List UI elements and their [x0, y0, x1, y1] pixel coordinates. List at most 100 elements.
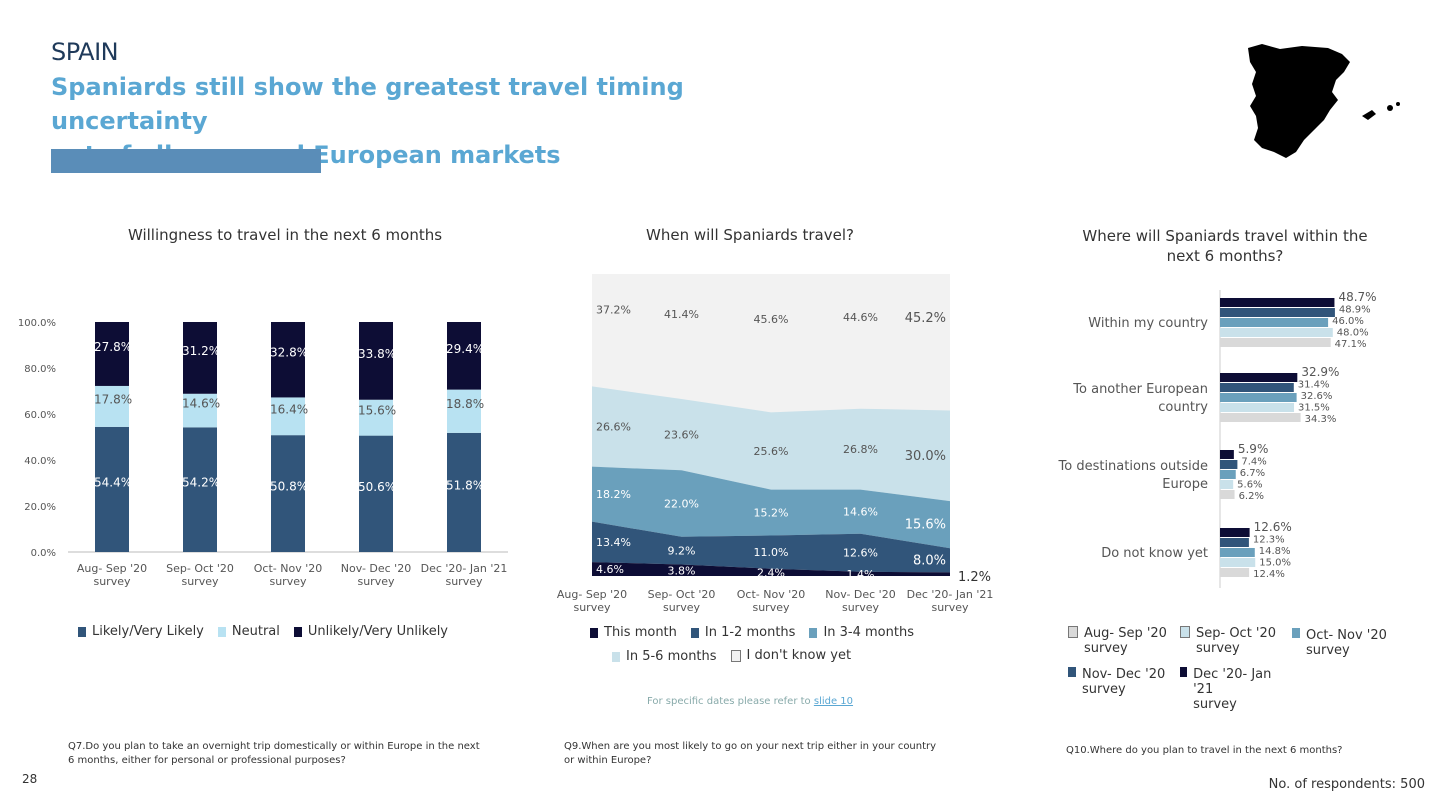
- data-label: 14.8%: [1259, 546, 1291, 557]
- data-label: 12.3%: [1253, 535, 1285, 546]
- legend-item-0-swatch: [590, 627, 598, 638]
- area-band: [592, 274, 950, 413]
- x-tick-label: Oct- Nov '20: [737, 588, 805, 601]
- data-label: 41.4%: [664, 308, 699, 321]
- chart3-legend: Aug- Sep '20 survey Sep- Oct '20 survey Oct-…: [1068, 626, 1428, 720]
- legend-item-1: Neutral: [217, 624, 280, 639]
- y-tick-label: 20.0%: [24, 502, 56, 513]
- category-label: Do not know yet: [1101, 546, 1208, 561]
- bar-segment: [271, 322, 305, 398]
- data-label: 25.6%: [754, 445, 789, 458]
- y-tick-label: 0.0%: [31, 548, 56, 559]
- category-label: Within my country: [1088, 316, 1208, 331]
- x-tick-label: survey: [842, 601, 880, 614]
- legend-item-0: Aug- Sep '20 survey: [1068, 626, 1172, 656]
- legend-item-3-swatch: [1068, 667, 1076, 677]
- x-tick-label: Aug- Sep '20: [557, 588, 627, 601]
- x-tick-label: Oct- Nov '20: [254, 562, 322, 575]
- legend-item-2-swatch: [1292, 628, 1300, 638]
- data-label: 44.6%: [843, 311, 878, 324]
- bar-segment: [271, 397, 305, 436]
- bar-segment: [183, 322, 217, 394]
- bar: [1220, 328, 1333, 337]
- bar: [1220, 538, 1249, 547]
- bar-segment: [359, 322, 393, 400]
- data-label: 12.6%: [843, 547, 878, 560]
- x-tick-label: Dec '20- Jan '21: [907, 588, 994, 601]
- chart1-question: Q7.Do you plan to take an overnight trip…: [68, 741, 480, 766]
- category-label: To another European: [1072, 382, 1208, 397]
- legend-item-2: Unlikely/Very Unlikely: [293, 624, 448, 639]
- bar: [1220, 403, 1295, 412]
- data-label: 3.8%: [668, 564, 696, 577]
- data-label: 29.4%: [446, 342, 484, 356]
- bar: [1220, 318, 1329, 327]
- bar: [1220, 393, 1297, 402]
- legend-item-4-swatch: [1180, 667, 1188, 677]
- data-label: 11.0%: [754, 546, 789, 559]
- bar-segment: [183, 427, 217, 552]
- data-label: 8.0%: [913, 553, 946, 568]
- data-label: 2.4%: [757, 566, 785, 579]
- bar-segment: [183, 393, 217, 428]
- bar: [1220, 528, 1250, 537]
- legend-item-0: Likely/Very Likely: [78, 624, 204, 639]
- category-label: country: [1158, 400, 1208, 415]
- data-label: 31.4%: [1298, 380, 1330, 391]
- x-tick-label: survey: [663, 601, 701, 614]
- legend-item-1-swatch: [690, 627, 699, 638]
- data-label: 5.6%: [1237, 480, 1262, 491]
- chart-where-travel: Within my country 48.7%48.9%46.0%48.0%47.…: [1058, 290, 1377, 588]
- x-tick-label: survey: [357, 575, 395, 588]
- data-label: 37.2%: [596, 303, 631, 316]
- slide-reference-note: For specific dates please refer to slide…: [560, 696, 940, 707]
- x-tick-label: Sep- Oct '20: [648, 588, 716, 601]
- bar: [1220, 470, 1236, 479]
- legend-item-3-swatch: [612, 651, 620, 662]
- legend-item-0: This month: [590, 625, 677, 640]
- legend-item-0-label: Aug- Sep '20 survey: [1084, 626, 1167, 656]
- legend-item-3-label: In 5-6 months: [626, 649, 717, 664]
- x-tick-label: survey: [752, 601, 790, 614]
- bar: [1220, 450, 1234, 459]
- bar-segment: [95, 322, 129, 386]
- legend-item-4-label: Dec '20- Jan '21 survey: [1193, 667, 1272, 712]
- spain-map-icon: [1248, 44, 1400, 158]
- slide-link[interactable]: slide 10: [813, 696, 854, 707]
- bar: [1220, 548, 1255, 557]
- legend-item-3-label: Nov- Dec '20 survey: [1082, 667, 1166, 697]
- legend-item-4-label: I don't know yet: [746, 648, 852, 663]
- x-tick-label: survey: [445, 575, 483, 588]
- bar-segment: [359, 399, 393, 436]
- bar: [1220, 490, 1235, 499]
- bar-segment: [95, 385, 129, 427]
- x-tick-label: survey: [181, 575, 219, 588]
- data-label: 12.4%: [1253, 569, 1285, 580]
- data-label: 34.3%: [1305, 414, 1337, 425]
- legend-item-2-label: Unlikely/Very Unlikely: [307, 624, 448, 639]
- legend-item-4-swatch: [730, 649, 741, 662]
- accent-bar: [51, 149, 321, 173]
- data-label: 22.0%: [664, 498, 699, 511]
- data-label: 15.6%: [358, 404, 396, 418]
- bar: [1220, 460, 1238, 469]
- legend-item-1-swatch: [1180, 626, 1190, 638]
- data-label: 13.4%: [596, 536, 631, 549]
- bar-segment: [271, 435, 305, 552]
- y-tick-label: 100.0%: [18, 318, 56, 329]
- bar: [1220, 568, 1250, 577]
- data-label: 32.6%: [1301, 391, 1333, 402]
- chart1-title: Willingness to travel in the next 6 mont…: [127, 226, 443, 244]
- bar: [1220, 558, 1256, 567]
- data-label: 5.9%: [1238, 442, 1269, 456]
- data-label: 32.9%: [1301, 365, 1339, 379]
- data-label: 45.6%: [754, 313, 789, 326]
- x-tick-label: Dec '20- Jan '21: [421, 562, 508, 575]
- data-label: 50.6%: [358, 480, 396, 494]
- legend-item-2-label: Oct- Nov '20 survey: [1306, 628, 1387, 658]
- legend-item-2: Oct- Nov '20 survey: [1292, 628, 1396, 658]
- x-tick-label: survey: [573, 601, 611, 614]
- data-label: 14.6%: [843, 506, 878, 519]
- data-label: 54.2%: [182, 476, 220, 490]
- y-tick-label: 40.0%: [24, 456, 56, 467]
